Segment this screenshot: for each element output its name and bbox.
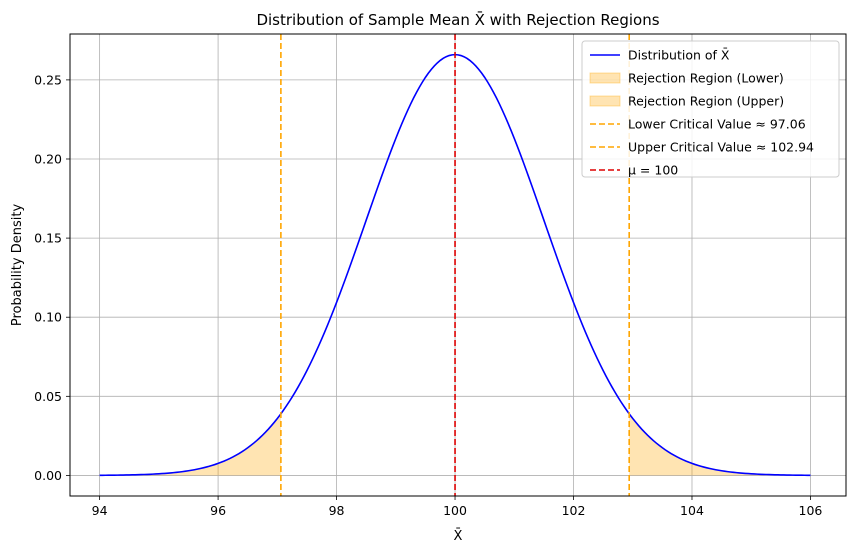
- legend-label: Distribution of X̄: [628, 48, 730, 63]
- x-tick-label: 94: [92, 503, 108, 518]
- y-tick-label: 0.00: [34, 468, 62, 483]
- y-tick-label: 0.05: [34, 389, 62, 404]
- x-axis-label: X̄: [454, 529, 463, 544]
- y-tick-label: 0.10: [34, 310, 62, 325]
- rejection-fills: [99, 413, 811, 476]
- x-tick-label: 106: [799, 503, 823, 518]
- legend-label: Rejection Region (Lower): [628, 71, 784, 86]
- legend-swatch: [589, 95, 621, 107]
- y-axis-label: Probability Density: [10, 204, 25, 327]
- y-tick-label: 0.25: [34, 72, 62, 87]
- legend-label: Rejection Region (Upper): [628, 94, 784, 109]
- x-axis-ticks: 94 96 98 100 102 104 106: [92, 496, 823, 518]
- y-tick-label: 0.20: [34, 151, 62, 166]
- y-axis-ticks: 0.00 0.05 0.10 0.15 0.20 0.25: [34, 72, 70, 483]
- x-tick-label: 96: [210, 503, 226, 518]
- legend: Distribution of X̄ Rejection Region (Lowe…: [581, 40, 840, 178]
- x-tick-label: 100: [443, 503, 467, 518]
- x-tick-label: 102: [562, 503, 586, 518]
- x-tick-label: 104: [680, 503, 704, 518]
- y-tick-label: 0.15: [34, 231, 62, 246]
- legend-label: Lower Critical Value ≈ 97.06: [628, 117, 806, 132]
- legend-label: Upper Critical Value ≈ 102.94: [628, 140, 814, 155]
- legend-swatch: [589, 72, 621, 84]
- rejection-region-upper: [629, 413, 811, 476]
- rejection-region-lower: [99, 413, 281, 476]
- axes-frame: [69, 33, 847, 497]
- legend-label: μ = 100: [628, 163, 678, 178]
- chart-title: Distribution of Sample Mean X̄ with Reje…: [256, 10, 659, 29]
- legend-box: [581, 40, 840, 178]
- x-tick-label: 98: [329, 503, 345, 518]
